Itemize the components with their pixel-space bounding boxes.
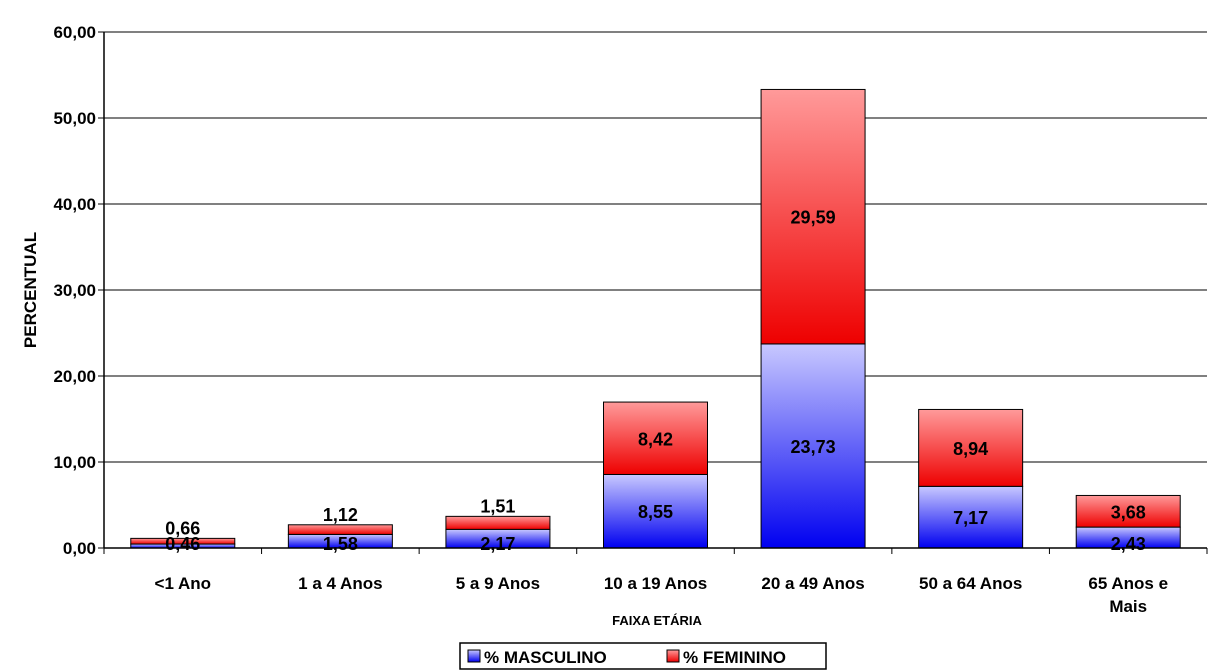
data-label-feminino: 0,66 [165, 518, 200, 538]
data-labels: 0,460,66 1,58 1,12 2,17 1,51 8,55 8,42 23,73 29,… [165, 208, 1145, 554]
gridlines [104, 31, 1207, 463]
bars [130, 88, 1181, 549]
bar-masculino [760, 343, 866, 549]
y-tick-label: 60,00 [53, 23, 96, 42]
y-tick-label: 30,00 [53, 281, 96, 300]
data-label-masculino: 7,17 [953, 508, 988, 528]
x-tick-label: <1 Ano [155, 574, 212, 593]
data-label-feminino: 1,51 [480, 496, 515, 516]
x-tick-labels: <1 Ano 1 a 4 Anos 5 a 9 Anos 10 a 19 Anos 20… [155, 574, 1169, 616]
data-label-masculino: 0,46 [165, 534, 200, 554]
bar-feminino [760, 88, 866, 345]
data-label-masculino: 1,58 [323, 534, 358, 554]
legend-swatch-feminino [666, 649, 680, 663]
data-label-masculino: 2,17 [480, 534, 515, 554]
x-tick-label: 20 a 49 Anos [761, 574, 864, 593]
y-tick-label: 50,00 [53, 109, 96, 128]
y-tick-label: 10,00 [53, 453, 96, 472]
x-tick-label: 50 a 64 Anos [919, 574, 1022, 593]
y-tick-label: 40,00 [53, 195, 96, 214]
bar-masculino [603, 473, 708, 549]
x-tick-label: 65 Anos e Mais [1088, 574, 1168, 616]
y-tick-label: 0,00 [63, 539, 96, 558]
bar-feminino [130, 537, 236, 545]
data-label-feminino: 3,68 [1111, 502, 1146, 522]
bar-feminino [918, 408, 1024, 487]
x-axis-title: FAIXA ETÁRIA [612, 613, 702, 628]
legend-label-feminino: % FEMININO [683, 648, 786, 667]
bar-feminino [445, 515, 551, 530]
x-tick-label: 1 a 4 Anos [298, 574, 382, 593]
data-label-feminino: 1,12 [323, 505, 358, 525]
data-label-feminino: 8,42 [638, 429, 673, 449]
y-tick-labels: 0,00 10,00 20,00 30,00 40,00 50,00 60,00 [53, 23, 96, 558]
data-label-masculino: 8,55 [638, 502, 673, 522]
x-tick-label: 5 a 9 Anos [456, 574, 540, 593]
legend-swatch-masculino [467, 649, 481, 663]
bar-feminino [603, 401, 708, 475]
y-tick-label: 20,00 [53, 367, 96, 386]
data-label-masculino: 2,43 [1111, 534, 1146, 554]
axes [98, 31, 1208, 554]
bar-feminino [287, 524, 393, 535]
bar-feminino [1075, 494, 1181, 528]
data-label-masculino: 23,73 [791, 437, 836, 457]
data-label-feminino: 29,59 [791, 208, 836, 228]
x-tick-label: 10 a 19 Anos [604, 574, 707, 593]
legend-frame [459, 642, 827, 670]
legend: % MASCULINO % FEMININO [459, 642, 827, 670]
legend-label-masculino: % MASCULINO [484, 648, 607, 667]
data-label-feminino: 8,94 [953, 439, 988, 459]
y-axis-title: PERCENTUAL [21, 232, 40, 348]
